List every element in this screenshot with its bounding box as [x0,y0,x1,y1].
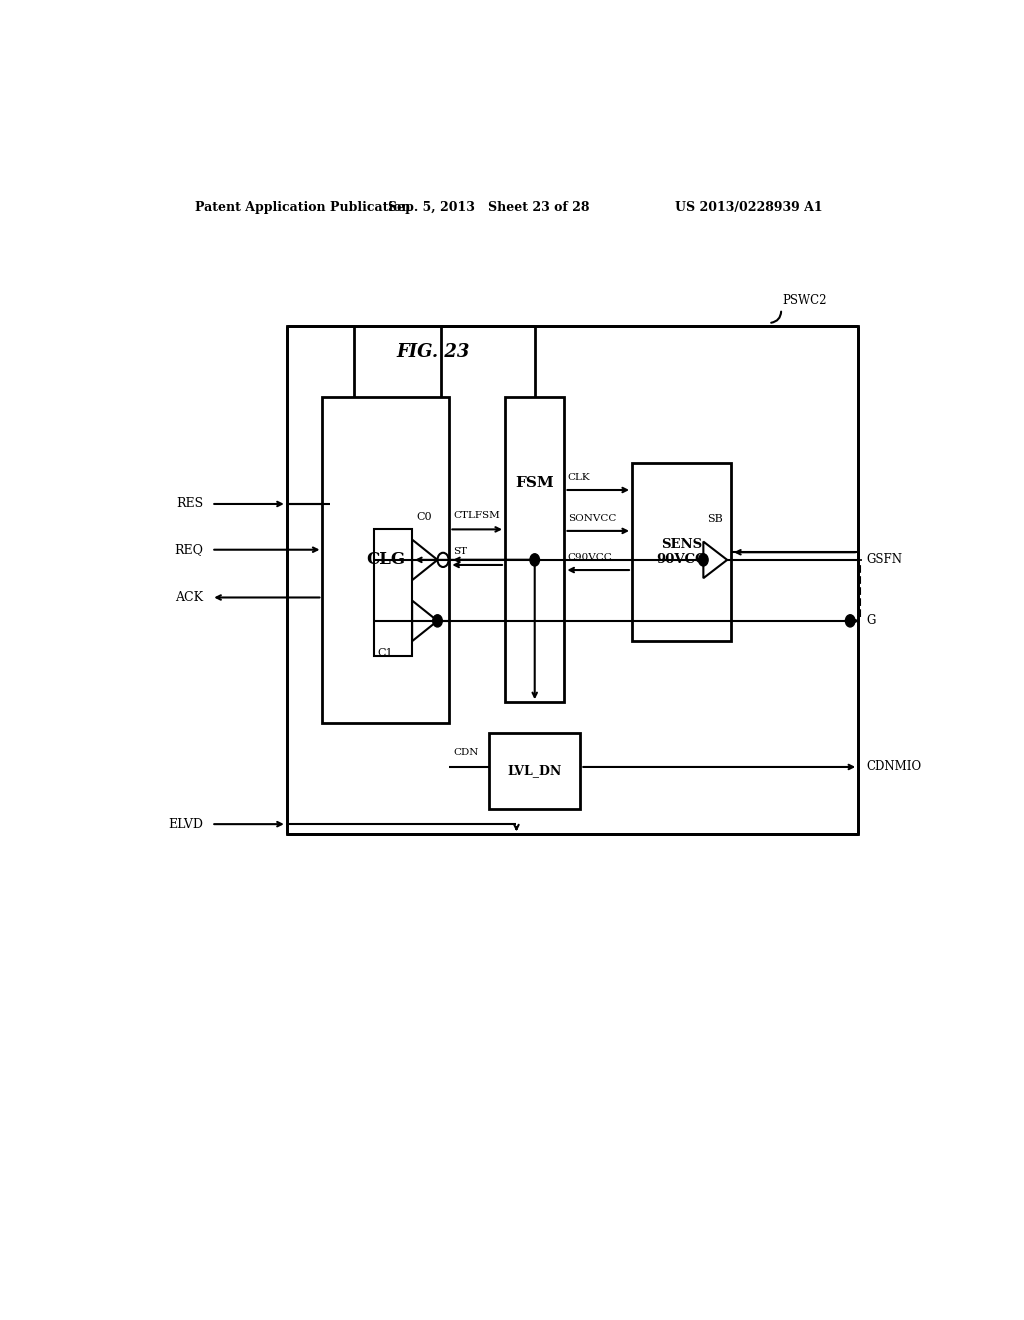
Text: US 2013/0228939 A1: US 2013/0228939 A1 [675,201,822,214]
Circle shape [530,554,540,566]
Text: CLG: CLG [367,552,406,569]
Text: RES: RES [176,498,204,511]
Bar [632,463,731,642]
Text: Patent Application Publication: Patent Application Publication [196,201,411,214]
Text: C0: C0 [416,512,432,523]
Bar [374,529,412,656]
Text: ACK: ACK [175,591,204,605]
Text: CLK: CLK [567,474,590,482]
Text: CDN: CDN [454,748,479,758]
Text: ST: ST [454,548,468,556]
Text: CTLFSM: CTLFSM [454,511,500,520]
Circle shape [698,554,709,566]
Text: SENS
90VCC: SENS 90VCC [656,539,707,566]
Text: LVL_DN: LVL_DN [508,764,562,777]
Text: FIG. 23: FIG. 23 [397,342,470,360]
Bar [287,326,858,834]
Text: CDNMIO: CDNMIO [866,760,922,774]
Bar [323,397,450,722]
Text: G: G [866,614,876,627]
Bar [489,733,581,809]
Text: C90VCC: C90VCC [567,553,612,562]
Text: PSWC2: PSWC2 [782,294,827,308]
Text: SB: SB [708,515,723,524]
Text: REQ: REQ [174,544,204,556]
Text: SONVCC: SONVCC [567,515,616,523]
Text: FSM: FSM [515,475,554,490]
Bar [505,397,564,702]
Text: Sep. 5, 2013   Sheet 23 of 28: Sep. 5, 2013 Sheet 23 of 28 [388,201,590,214]
Text: ELVD: ELVD [168,817,204,830]
Circle shape [433,615,442,627]
Circle shape [846,615,855,627]
Text: C1: C1 [378,648,393,659]
Text: GSFN: GSFN [866,553,902,566]
